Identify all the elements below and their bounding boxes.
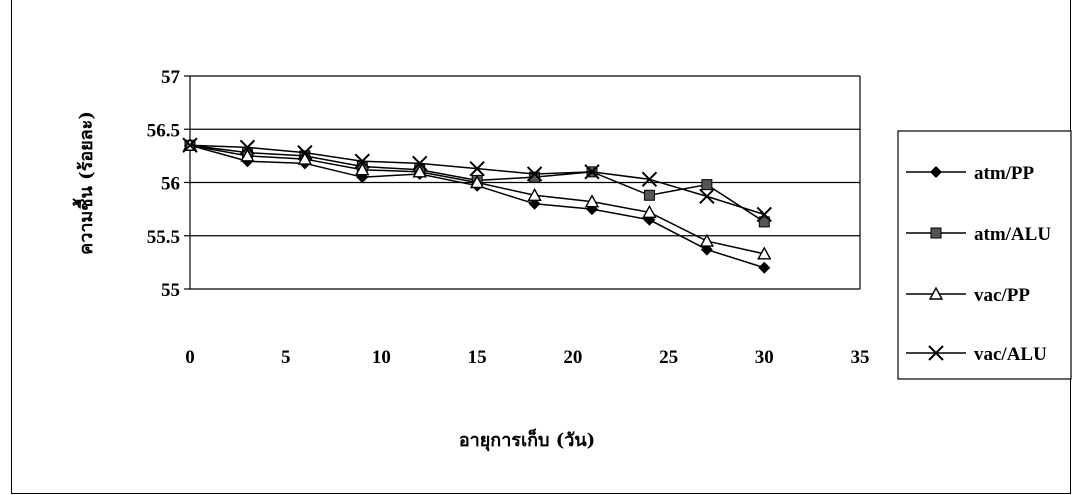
data-point (526, 166, 543, 182)
data-point (642, 204, 657, 219)
x-tick-label: 15 (468, 347, 487, 368)
y-tick-label: 55 (161, 280, 180, 301)
y-tick-label: 56.5 (147, 120, 180, 141)
line-chart: 55 55.5 56 56.5 57 0 5 10 15 20 25 30 35 ความชื้น (ร… (72, 67, 1072, 452)
series-line (189, 144, 765, 269)
data-point (529, 171, 541, 183)
data-point (584, 194, 600, 208)
x-tick-label: 10 (372, 347, 391, 368)
data-point (527, 187, 542, 201)
x-tick-label: 25 (659, 347, 678, 368)
data-point (355, 162, 370, 176)
data-point (469, 175, 485, 189)
x-tick-label: 35 (851, 347, 870, 368)
legend-marker (930, 227, 942, 239)
legend: atm/PP atm/ALU vac/PP vac/ALU (897, 130, 1072, 380)
data-point (756, 206, 772, 223)
x-tick-label: 0 (185, 347, 195, 368)
data-point (758, 261, 771, 274)
data-point (297, 144, 313, 161)
data-point (182, 137, 198, 153)
y-tick-label: 55.5 (147, 227, 180, 248)
data-point (584, 164, 600, 180)
data-point (297, 151, 313, 165)
x-axis-title: อายุการเก็บ (วัน) (459, 428, 595, 452)
legend-label: atm/PP (974, 163, 1035, 184)
data-point (699, 188, 715, 205)
y-axis-title: ความชื้น (ร้อยละ) (72, 111, 97, 255)
data-point (699, 233, 715, 247)
data-point (469, 160, 485, 177)
legend-label: atm/ALU (974, 224, 1051, 245)
x-tick-label: 5 (281, 347, 291, 368)
data-point (757, 246, 772, 260)
y-tick-label: 57 (161, 67, 181, 88)
data-point (641, 171, 658, 188)
data-point (239, 139, 256, 156)
legend-marker (928, 345, 944, 361)
chart-frame: 55 55.5 56 56.5 57 0 5 10 15 20 25 30 35 ความชื้น (ร… (11, 0, 1072, 494)
data-point (412, 155, 428, 172)
legend-marker (930, 166, 942, 178)
data-point (701, 179, 713, 191)
data-point (643, 189, 655, 201)
x-tick-label: 30 (755, 347, 774, 368)
y-tick-label: 56 (161, 174, 180, 195)
legend-label: vac/PP (974, 285, 1030, 306)
x-tick-label: 20 (563, 347, 582, 368)
data-point (354, 153, 370, 169)
data-point (412, 164, 427, 178)
legend-label: vac/ALU (974, 344, 1047, 365)
legend-marker (928, 286, 944, 300)
data-point (758, 216, 770, 228)
data-point (240, 148, 255, 162)
